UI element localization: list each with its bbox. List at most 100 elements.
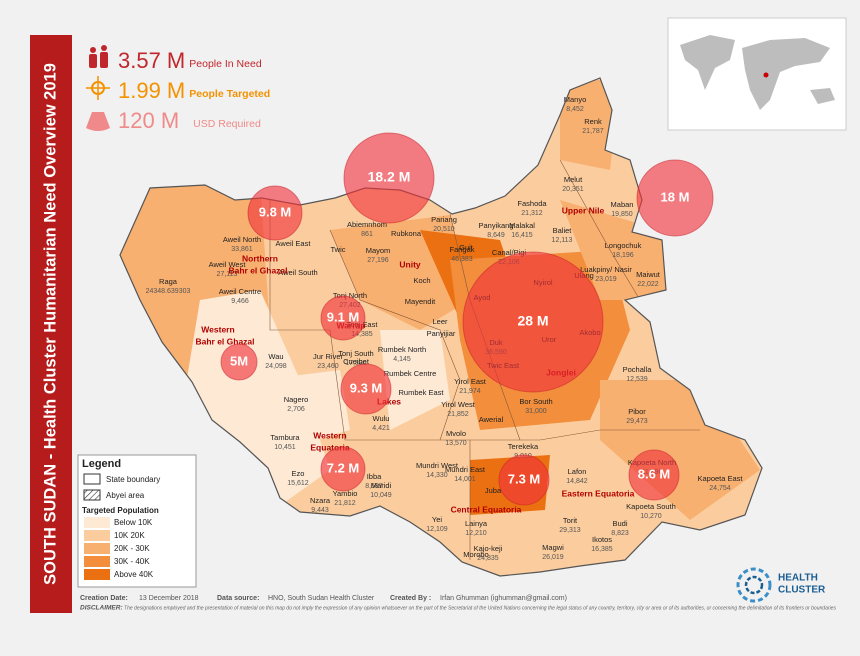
county-value: 9,443 [311, 507, 329, 514]
county-name: Morobo [463, 550, 488, 559]
county-value: 10,451 [274, 444, 296, 451]
county-name: Malakal [509, 221, 535, 230]
legend-label: Below 10K [114, 518, 153, 527]
county-value: 29,313 [559, 527, 581, 534]
state-label: Bahr el Ghazal [195, 336, 254, 346]
need-bubble [340, 363, 392, 415]
health-cluster-logo [736, 567, 772, 603]
footer-text: Creation Date: [80, 595, 128, 602]
county-name: Kapoeta South [626, 502, 676, 511]
county-name: Manyo [564, 95, 587, 104]
county-value: 12,539 [626, 376, 648, 383]
state-label: Western [313, 430, 346, 440]
county-name: Aweil North [223, 235, 261, 244]
county-name: Yirol East [454, 377, 487, 386]
county-name: Bor South [519, 397, 552, 406]
county-name: Aweil Centre [219, 287, 261, 296]
county-name: Lainya [465, 519, 488, 528]
state-label: Northern [242, 253, 278, 263]
disclaimer: The designations employed and the presen… [124, 605, 836, 611]
state-label: Unity [399, 259, 421, 269]
legend-swatch [84, 543, 110, 554]
county-name: Koch [413, 276, 430, 285]
county-value: 46,383 [451, 256, 473, 263]
county-name: Nzara [310, 496, 331, 505]
county-value: 24,754 [709, 485, 731, 492]
county-value: 10,270 [640, 513, 662, 520]
county-value: 21,812 [334, 500, 356, 507]
county-name: Panyikang [478, 221, 513, 230]
county-name: Leer [432, 317, 448, 326]
legend-swatch [84, 530, 110, 541]
county-name: Kapoeta East [697, 474, 743, 483]
county-value: 12,113 [552, 237, 573, 244]
county-name: Torit [563, 516, 578, 525]
county-name: Rumbek East [398, 388, 444, 397]
disclaimer-label: DISCLAIMER: [80, 605, 123, 612]
county-name: Awerial [479, 415, 504, 424]
county-name: Tambura [270, 433, 300, 442]
county-value: 19,850 [611, 211, 633, 218]
world-inset [667, 17, 847, 131]
need-bubble-label: 18 M [661, 189, 690, 204]
county-name: Mundri East [445, 465, 486, 474]
county-name: Melut [564, 175, 583, 184]
county-value: 8,649 [487, 232, 505, 239]
county-name: Cueibet [343, 357, 370, 366]
county-value: 23,019 [595, 276, 617, 283]
legend-swatch [84, 569, 110, 580]
stat-label: People Targeted [189, 88, 270, 100]
county-name: Maridi [371, 481, 392, 490]
county-value: 4,421 [372, 425, 390, 432]
state-label: Bahr el Ghazal [228, 265, 287, 275]
county-name: Fangak [449, 245, 474, 254]
county-name: Rumbek Centre [384, 369, 437, 378]
footer-text: HNO, South Sudan Health Cluster [268, 595, 375, 602]
need-bubble-label: 9.1 M [327, 309, 360, 324]
county-name: Ezo [292, 469, 305, 478]
need-bubble-label: 5M [230, 353, 248, 368]
county-name: Abiemnhom [347, 220, 387, 229]
legend-item: Abyei area [106, 491, 145, 500]
need-bubble-label: 28 M [517, 313, 548, 329]
county-value: 24348.639303 [146, 288, 191, 295]
county-value: 27,196 [367, 257, 389, 264]
county-value: 21,312 [521, 210, 543, 217]
county-value: 24,835 [477, 555, 499, 562]
stat-label: USD Required [193, 118, 261, 130]
need-bubble [320, 295, 366, 341]
need-bubble [220, 343, 258, 381]
legend-label: 10K 20K [114, 531, 145, 540]
need-bubble [498, 454, 550, 506]
county-value: 20,510 [433, 226, 455, 233]
footer-text: Created By : [390, 595, 431, 602]
county-name: Fashoda [517, 199, 547, 208]
county-name: Renk [584, 117, 602, 126]
county-name: Yambio [333, 489, 358, 498]
county-name: Wulu [373, 414, 390, 423]
legend-swatch [84, 556, 110, 567]
county-value: 18,196 [612, 252, 634, 259]
county-value: 22,022 [637, 281, 659, 288]
footer-text: Data source: [217, 595, 259, 602]
county-value: 4,145 [393, 356, 411, 363]
footer-text: Irfan Ghumman (ighumman@gmail.com) [440, 595, 567, 602]
county-value: 13,570 [445, 440, 467, 447]
county-value: 8,823 [611, 530, 629, 537]
county-name: Yei [432, 515, 442, 524]
county-value: 14,001 [454, 476, 476, 483]
county-name: Aweil South [278, 268, 317, 277]
county-value: 29,473 [626, 418, 648, 425]
county-name: Lafon [568, 467, 587, 476]
county-value: 861 [361, 231, 373, 238]
county-value: 21,852 [447, 411, 469, 418]
need-bubble-label: 8.6 M [638, 466, 671, 481]
title: SOUTH SUDAN - Health Cluster Humanitaria… [41, 63, 59, 585]
need-bubble [462, 251, 604, 393]
title-band [30, 35, 72, 613]
county-value: 8,687 [365, 483, 383, 490]
county-value: 14,842 [566, 478, 588, 485]
state-label: Central Equatoria [451, 504, 522, 514]
county-name: Juba [485, 486, 502, 495]
